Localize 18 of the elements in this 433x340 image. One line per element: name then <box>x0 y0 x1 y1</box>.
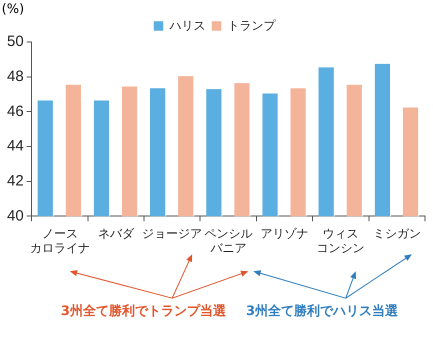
y-tick-label: 50 <box>6 33 24 50</box>
x-tick-label: ウィスコンシン <box>316 226 365 256</box>
legend-label: トランプ <box>228 18 276 32</box>
x-tick-label: ミシガン <box>372 226 421 241</box>
x-tick-label: アリゾナ <box>260 226 309 241</box>
text: 3州全て勝利でハリス当選 <box>246 303 398 320</box>
legend-label: ハリス <box>168 18 206 32</box>
y-tick-label: 46 <box>6 102 24 120</box>
x-tick-label: ネバダ <box>98 226 135 241</box>
y-tick-label: 42 <box>6 172 24 190</box>
y-tick-label: 48 <box>6 68 24 85</box>
y-tick-label: 40 <box>6 207 24 224</box>
y-axis-title: (%) <box>2 2 24 17</box>
x-tick-label: ペンシルバニア <box>204 226 252 256</box>
x-tick-label: ノースカロライナ <box>30 226 90 256</box>
x-tick-label: ジョージア <box>142 226 202 241</box>
text: 3州全て勝利でトランプ当選 <box>60 302 226 320</box>
y-tick-label: 44 <box>6 138 24 155</box>
